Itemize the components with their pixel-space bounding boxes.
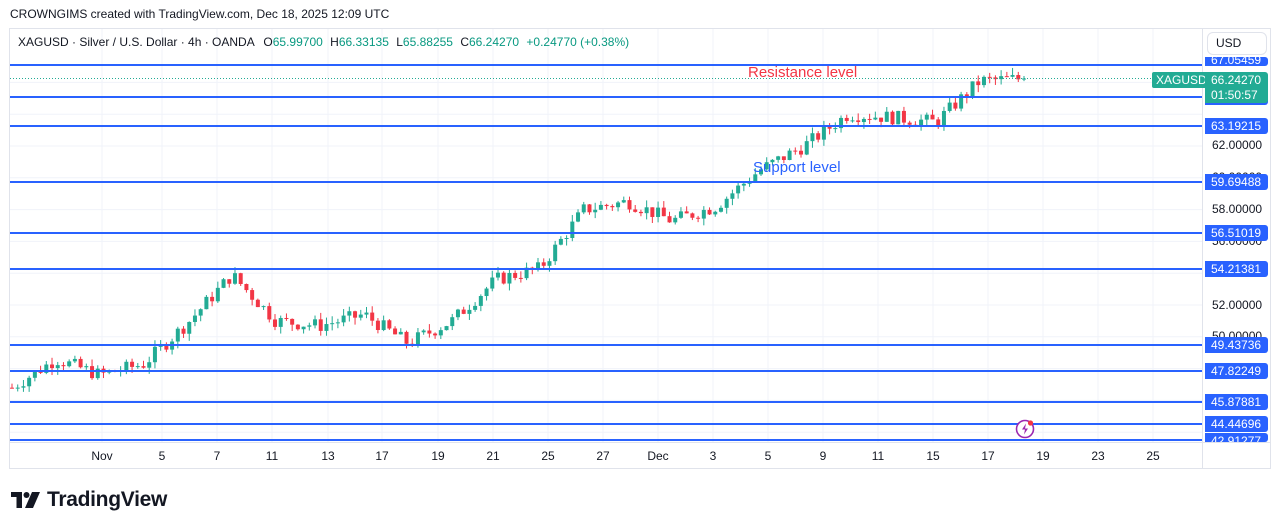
time-tick-label: 15 [926,449,940,463]
time-tick-label: 3 [709,449,717,463]
level-price-tag: 67.05459 [1205,57,1268,66]
symbol-info[interactable]: XAGUSD · Silver / U.S. Dollar · 4h · OAN… [18,35,255,49]
support-annotation[interactable]: Support level [753,159,841,176]
time-axis[interactable] [10,442,1202,469]
price-tick-label: 62.00000 [1212,138,1263,152]
time-tick-label: 19 [1036,449,1050,463]
time-tick-label: 25 [541,449,555,463]
close-value: 66.24270 [469,35,520,49]
time-tick-label: 21 [486,449,500,463]
last-price-tag: 66.24270 01:50:57 [1205,72,1268,103]
time-tick-label: Nov [91,449,113,463]
price-tick-label: 58.00000 [1212,202,1263,216]
level-price-tag: 47.82249 [1205,363,1268,379]
chart-credit: CROWNGIMS created with TradingView.com, … [10,7,390,21]
brand-name: TradingView [47,488,168,511]
time-tick-label: 11 [265,449,279,463]
open-label: O [263,35,273,49]
level-price-tag: 45.87881 [1205,394,1268,410]
open-value: 65.99700 [272,35,323,49]
level-price-tag: 54.21381 [1205,261,1268,277]
chart-plot-area[interactable] [10,29,1202,442]
symbol-legend: XAGUSD · Silver / U.S. Dollar · 4h · OAN… [18,35,629,49]
high-value: 66.33135 [338,35,389,49]
bar-countdown: 01:50:57 [1211,88,1258,102]
level-price-tag: 44.44696 [1205,416,1268,432]
time-tick-label: 27 [596,449,610,463]
change-value: +0.24770 (+0.38%) [526,35,630,49]
lightning-alert-icon[interactable] [1015,419,1035,439]
close-label: C [460,35,469,49]
level-price-tag: 56.51019 [1205,225,1268,241]
symbol-price-tag: XAGUSD [1152,72,1211,88]
level-price-tag: 59.69488 [1205,174,1268,190]
low-label: L [396,35,403,49]
last-price: 66.24270 [1211,73,1262,87]
price-axis[interactable] [1202,29,1271,442]
time-tick-label: 17 [375,449,389,463]
time-tick-label: 23 [1091,449,1105,463]
time-tick-label: 7 [213,449,221,463]
tradingview-logo[interactable]: TradingView [11,488,167,512]
resistance-annotation[interactable]: Resistance level [748,64,858,81]
chart-frame [9,28,1271,469]
time-tick-label: 25 [1146,449,1160,463]
low-value: 65.88255 [402,35,453,49]
time-tick-label: 19 [431,449,445,463]
time-tick-label: 9 [819,449,827,463]
time-tick-label: 11 [871,449,885,463]
time-tick-label: 5 [158,449,166,463]
candlestick-chart[interactable] [10,29,1202,442]
axis-corner [1202,442,1271,469]
high-label: H [330,35,339,49]
currency-button[interactable]: USD [1207,32,1267,55]
tradingview-logo-icon [11,492,40,508]
time-tick-label: 17 [981,449,995,463]
level-price-tag: 63.19215 [1205,118,1268,134]
price-tick-label: 52.00000 [1212,298,1263,312]
time-tick-label: Dec [647,449,669,463]
time-tick-label: 5 [764,449,772,463]
level-price-tag: 42.91277 [1205,433,1268,442]
time-tick-label: 13 [321,449,335,463]
level-price-tag: 49.43736 [1205,337,1268,353]
